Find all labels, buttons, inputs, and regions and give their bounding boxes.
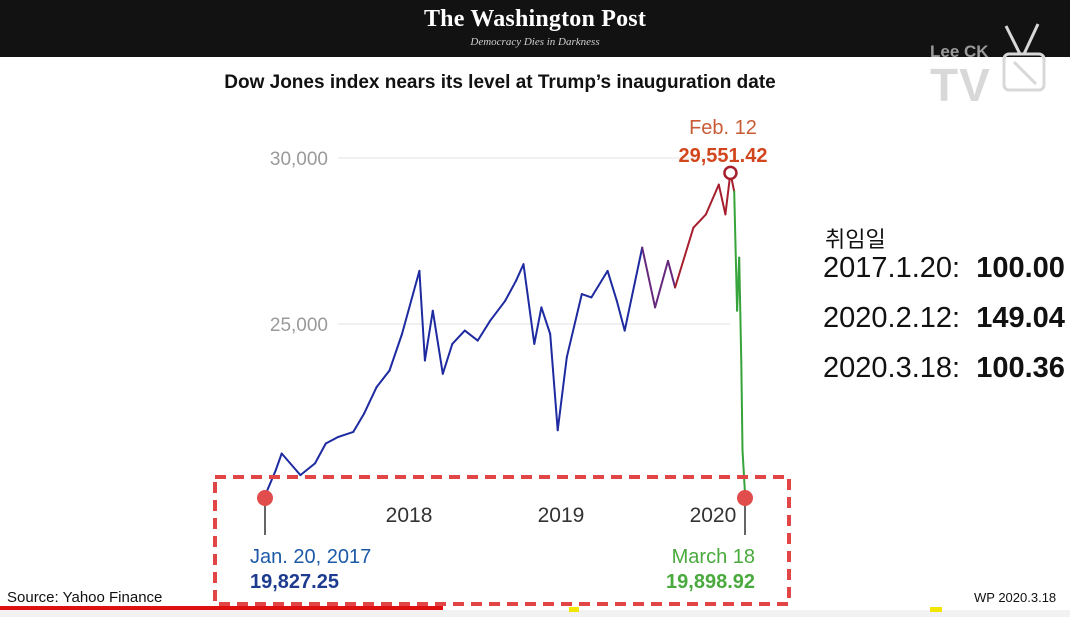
series-line-segment [451, 329, 466, 345]
side-row: 2017.1.20: 100.00 [823, 252, 1065, 285]
series-line-segment [740, 361, 744, 452]
wp-date-note: WP 2020.3.18 [974, 590, 1057, 605]
masthead-tagline: Democracy Dies in Darkness [470, 36, 600, 48]
side-row-label: 2020.2.12: [823, 302, 961, 334]
peak-date-label: Feb. 12 [689, 117, 757, 139]
start-point-marker [257, 490, 273, 506]
watermark-name: Lee CK [930, 42, 989, 61]
series-line-segment [515, 263, 525, 282]
peak-point-marker [723, 165, 738, 181]
x-tick-label: 2018 [386, 504, 433, 527]
series-line-segment [692, 213, 707, 229]
series-line-segment [733, 190, 739, 312]
series-line-segment [654, 259, 669, 309]
x-tick-label: 2020 [690, 504, 737, 527]
y-tick-label: 25,000 [270, 315, 328, 336]
series-line-segment [423, 309, 434, 362]
watermark-tv: TV [930, 59, 991, 111]
series-line-segment [674, 226, 695, 289]
series-line-segment [441, 342, 454, 375]
series-line-segment [401, 269, 421, 335]
series-line-segment [274, 452, 283, 472]
series-line-segment [615, 299, 626, 332]
side-row: 2020.2.12: 149.04 [823, 302, 1065, 335]
end-value-label: 19,898.92 [666, 571, 755, 593]
series-line-segment [476, 319, 492, 342]
series-line-segment [667, 259, 677, 289]
series-line-segment [522, 263, 536, 345]
series-line-segment [590, 269, 609, 299]
series-line-segment [504, 279, 517, 302]
progress-marker [569, 607, 579, 612]
chart-title: Dow Jones index nears its level at Trump… [224, 72, 776, 93]
video-progress-track[interactable] [0, 610, 1070, 617]
series-line-segment [363, 386, 378, 415]
series-line-segment [606, 269, 618, 302]
side-row-value: 100.36 [976, 352, 1065, 384]
end-point-marker [737, 490, 753, 506]
start-value-label: 19,827.25 [250, 571, 339, 593]
series-line-segment [556, 356, 568, 432]
series-line-segment [337, 430, 355, 438]
series-line-segment [565, 293, 583, 359]
series-line-segment [533, 306, 543, 345]
series-line-segment [580, 293, 593, 299]
side-row-value: 149.04 [976, 302, 1065, 334]
series-line-segment [388, 333, 403, 372]
masthead-logo: The Washington Post [423, 6, 647, 32]
side-row-label: 2017.1.20: [823, 252, 961, 284]
highlight-box [213, 475, 791, 606]
series-line-segment [280, 452, 302, 477]
peak-value-label: 29,551.42 [679, 145, 768, 167]
series-line-segment [314, 442, 327, 465]
series-line-segment [418, 269, 426, 362]
start-date-label: Jan. 20, 2017 [250, 546, 371, 568]
tv-antenna-icon [1002, 23, 1046, 92]
source-note: Source: Yahoo Finance [7, 589, 163, 606]
side-row-label: 2020.3.18: [823, 352, 961, 384]
series-line-segment [324, 435, 340, 445]
x-tick-label: 2019 [538, 504, 585, 527]
series-line-segment [431, 309, 444, 375]
series-line-segment [741, 449, 746, 495]
video-progress-bar[interactable] [0, 606, 443, 610]
side-panel-heading: 취임일 [825, 227, 886, 252]
series-line-segment [717, 183, 727, 216]
series-line-segment [540, 306, 552, 335]
channel-watermark: Lee CK TV [922, 18, 1062, 118]
series-line-segment [463, 329, 479, 342]
series-line-segment [738, 256, 743, 364]
progress-marker [930, 607, 942, 612]
series-line-segment [704, 183, 720, 216]
series-line-segment [352, 412, 366, 433]
end-date-label: March 18 [672, 546, 755, 568]
header-bar: The Washington Post Democracy Dies in Da… [0, 0, 1070, 57]
series-line-segment [375, 369, 391, 389]
series-line-segment [299, 462, 316, 477]
series-line-segment [489, 299, 507, 322]
series-line-segment [623, 246, 644, 332]
series-line-segment [549, 333, 559, 432]
series-line-segment [641, 246, 657, 309]
y-tick-label: 30,000 [270, 149, 328, 170]
side-row: 2020.3.18: 100.36 [823, 352, 1065, 385]
side-row-value: 100.00 [976, 252, 1065, 284]
